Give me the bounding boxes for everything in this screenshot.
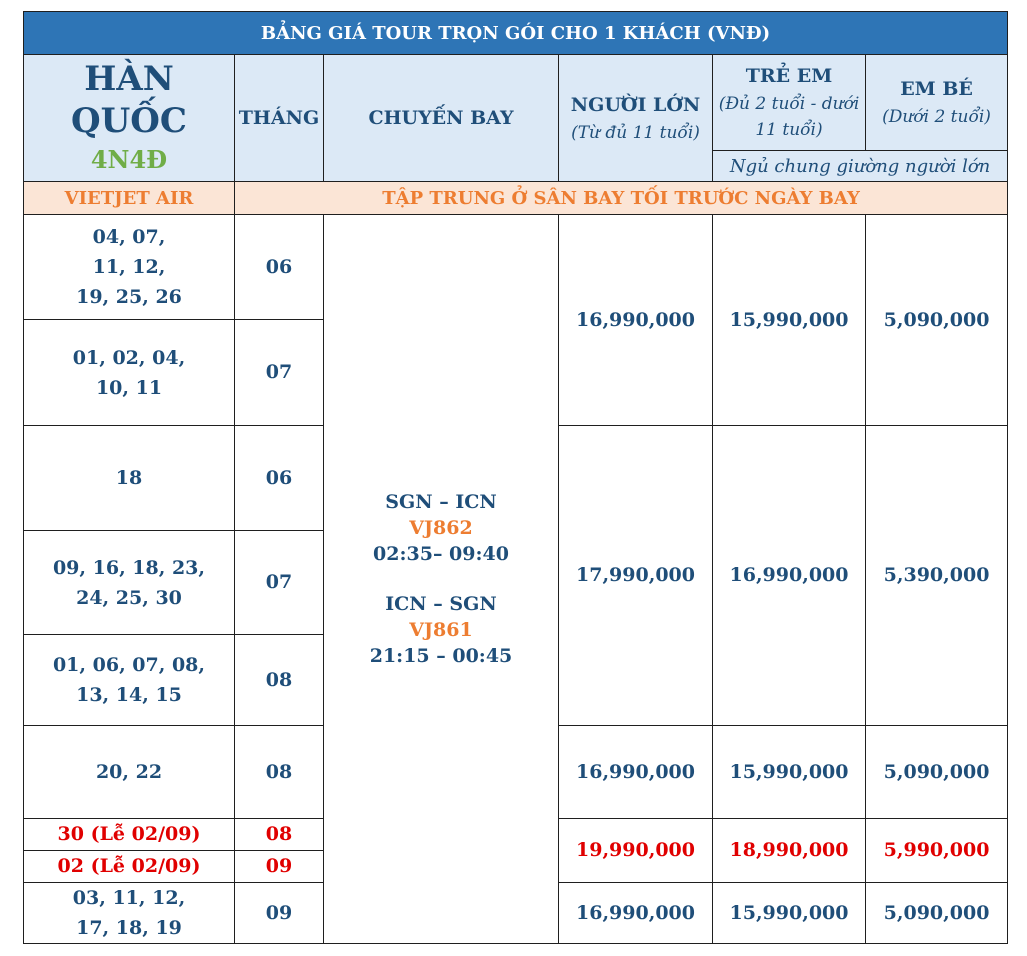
outbound-route: SGN – ICN [385, 491, 497, 513]
child-price: 15,990,000 [712, 725, 866, 819]
tour-duration: 4N4Đ [90, 145, 168, 174]
infant-header: EM BÉ (Dưới 2 tuổi) [864, 54, 1009, 151]
outbound-time: 02:35– 09:40 [373, 543, 509, 565]
departure-month: 09 [234, 882, 324, 944]
month-header: THÁNG [234, 54, 324, 182]
holiday-departure-dates: 30 (Lễ 02/09) [23, 818, 235, 851]
departure-dates: 20, 22 [23, 725, 235, 819]
child-header: TRẺ EM (Đủ 2 tuổi - dưới 11 tuổi) [712, 54, 866, 151]
departure-month: 06 [234, 425, 324, 531]
country-name: HÀN QUỐC [71, 59, 187, 141]
departure-dates: 01, 02, 04, 10, 11 [23, 319, 235, 426]
infant-price: 5,390,000 [864, 425, 1009, 726]
adult-price: 16,990,000 [558, 882, 713, 944]
return-route: ICN – SGN [385, 593, 497, 615]
flight-header: CHUYẾN BAY [323, 54, 559, 182]
meeting-note: TẬP TRUNG Ở SÂN BAY TỐI TRƯỚC NGÀY BAY [233, 181, 1009, 215]
tour-price-table: BẢNG GIÁ TOUR TRỌN GÓI CHO 1 KHÁCH (VNĐ)… [22, 11, 1009, 944]
outbound-flight-code: VJ862 [409, 517, 473, 539]
adult-price: 16,990,000 [558, 725, 713, 819]
infant-header-label: EM BÉ [900, 78, 973, 100]
country-header: HÀN QUỐC 4N4Đ [23, 54, 235, 182]
child-price: 16,990,000 [712, 425, 866, 726]
departure-month: 08 [234, 634, 324, 726]
infant-price: 5,090,000 [864, 725, 1009, 819]
infant-header-sub: (Dưới 2 tuổi) [882, 107, 991, 127]
spacer [324, 567, 558, 591]
departure-dates: 03, 11, 12, 17, 18, 19 [23, 882, 235, 944]
adult-price: 19,990,000 [558, 818, 713, 883]
departure-month: 07 [234, 319, 324, 426]
departure-month: 08 [234, 725, 324, 819]
infant-price: 5,990,000 [864, 818, 1009, 883]
departure-dates: 01, 06, 07, 08, 13, 14, 15 [23, 634, 235, 726]
holiday-departure-dates: 02 (Lễ 02/09) [23, 850, 235, 883]
departure-month: 06 [234, 214, 324, 320]
child-header-label: TRẺ EM [745, 65, 833, 87]
flight-info: SGN – ICN VJ862 02:35– 09:40 ICN – SGN V… [323, 214, 559, 944]
return-time: 21:15 – 00:45 [369, 645, 513, 667]
adult-header-label: NGƯỜI LỚN [570, 93, 701, 116]
child-price: 15,990,000 [712, 882, 866, 944]
table-title: BẢNG GIÁ TOUR TRỌN GÓI CHO 1 KHÁCH (VNĐ) [22, 11, 1009, 55]
departure-dates: 04, 07, 11, 12, 19, 25, 26 [23, 214, 235, 320]
child-header-sub: (Đủ 2 tuổi - dưới 11 tuổi) [718, 94, 860, 140]
infant-price: 5,090,000 [864, 882, 1009, 944]
departure-month: 09 [234, 850, 324, 883]
adult-price: 16,990,000 [558, 214, 713, 426]
adult-price: 17,990,000 [558, 425, 713, 726]
departure-dates: 18 [23, 425, 235, 531]
departure-month: 08 [234, 818, 324, 851]
infant-price: 5,090,000 [864, 214, 1009, 426]
child-price: 18,990,000 [712, 818, 866, 883]
adult-header: NGƯỜI LỚN (Từ đủ 11 tuổi) [558, 54, 713, 182]
departure-dates: 09, 16, 18, 23, 24, 25, 30 [23, 530, 235, 635]
airline-name: VIETJET AIR [23, 181, 235, 215]
adult-header-sub: (Từ đủ 11 tuổi) [571, 122, 700, 143]
child-price: 15,990,000 [712, 214, 866, 426]
return-flight-code: VJ861 [409, 619, 473, 641]
shared-bed-note: Ngủ chung giường người lớn [711, 150, 1009, 182]
departure-month: 07 [234, 530, 324, 635]
